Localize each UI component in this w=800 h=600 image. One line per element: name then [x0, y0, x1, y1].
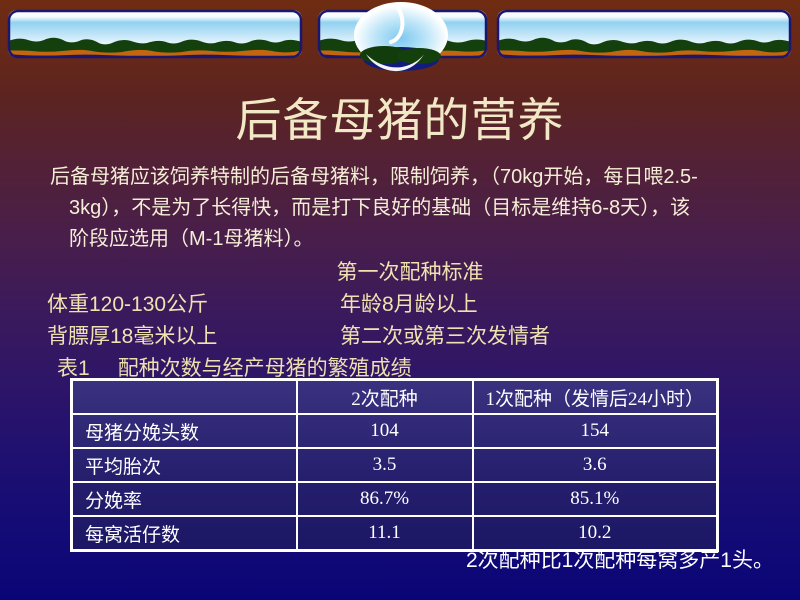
first-mating-standard-heading: 第一次配种标准 — [336, 261, 484, 284]
cell-value: 3.6 — [471, 447, 719, 483]
intro-line-2: 3kg），不是为了长得快，而是打下良好的基础（目标是维持6-8天），该 — [69, 197, 691, 219]
estrus-criterion: 第二次或第三次发情者 — [340, 325, 550, 348]
criteria-row-2: 背膘厚18毫米以上 第二次或第三次发情者 — [0, 320, 800, 348]
table-header-two-matings: 2次配种 — [295, 378, 474, 415]
header-banner-right — [497, 10, 791, 58]
cell-value: 85.1% — [471, 481, 719, 517]
cell-value: 10.2 — [471, 515, 719, 552]
table-header-row: 2次配种 1次配种（发情后24小时） — [70, 378, 719, 415]
table-caption: 表1 配种次数与经产母猪的繁殖成绩 — [57, 352, 412, 382]
intro-line-1: 后备母猪应该饲养特制的后备母猪料，限制饲养，（70kg开始，每日喂2.5- — [50, 166, 698, 188]
cell-value: 154 — [471, 413, 719, 449]
intro-paragraph: 后备母猪应该饲养特制的后备母猪料，限制饲养，（70kg开始，每日喂2.5- 3k… — [50, 162, 766, 255]
row-label: 平均胎次 — [70, 447, 298, 483]
table-caption-text: 配种次数与经产母猪的繁殖成绩 — [117, 357, 412, 380]
table-row-avg-parity: 平均胎次 3.5 3.6 — [70, 447, 719, 483]
cell-value: 3.5 — [295, 447, 474, 483]
header-ornament — [7, 2, 800, 72]
criteria-row-1: 体重120-130公斤 年龄8月龄以上 — [0, 288, 800, 316]
cell-value: 86.7% — [295, 481, 474, 517]
footnote-conclusion: 2次配种比1次配种每窝多产1头。 — [465, 549, 774, 572]
row-label: 母猪分娩头数 — [70, 413, 298, 449]
header-oval-ornament — [354, 2, 448, 72]
slide-title: 后备母猪的营养 — [235, 94, 565, 146]
weight-criterion: 体重120-130公斤 — [47, 293, 209, 316]
table-header-one-mating: 1次配种（发情后24小时） — [471, 378, 719, 415]
table-row-farrowed-sows: 母猪分娩头数 104 154 — [70, 413, 719, 449]
breeding-results-table: 2次配种 1次配种（发情后24小时） 母猪分娩头数 104 154 平均胎次 3… — [70, 378, 719, 552]
header-banner-left — [7, 9, 303, 59]
table-caption-label: 表1 — [57, 357, 90, 380]
row-label: 每窝活仔数 — [70, 515, 298, 552]
cell-value: 104 — [295, 413, 474, 449]
table-row-live-piglets: 每窝活仔数 11.1 10.2 — [70, 515, 719, 552]
row-label: 分娩率 — [70, 481, 298, 517]
table-header-empty — [70, 378, 298, 415]
cell-value: 11.1 — [295, 515, 474, 552]
age-criterion: 年龄8月龄以上 — [340, 293, 478, 316]
table-row-farrowing-rate: 分娩率 86.7% 85.1% — [70, 481, 719, 517]
intro-line-3: 阶段应选用（M-1母猪料）。 — [69, 228, 314, 250]
backfat-criterion: 背膘厚18毫米以上 — [47, 325, 218, 348]
